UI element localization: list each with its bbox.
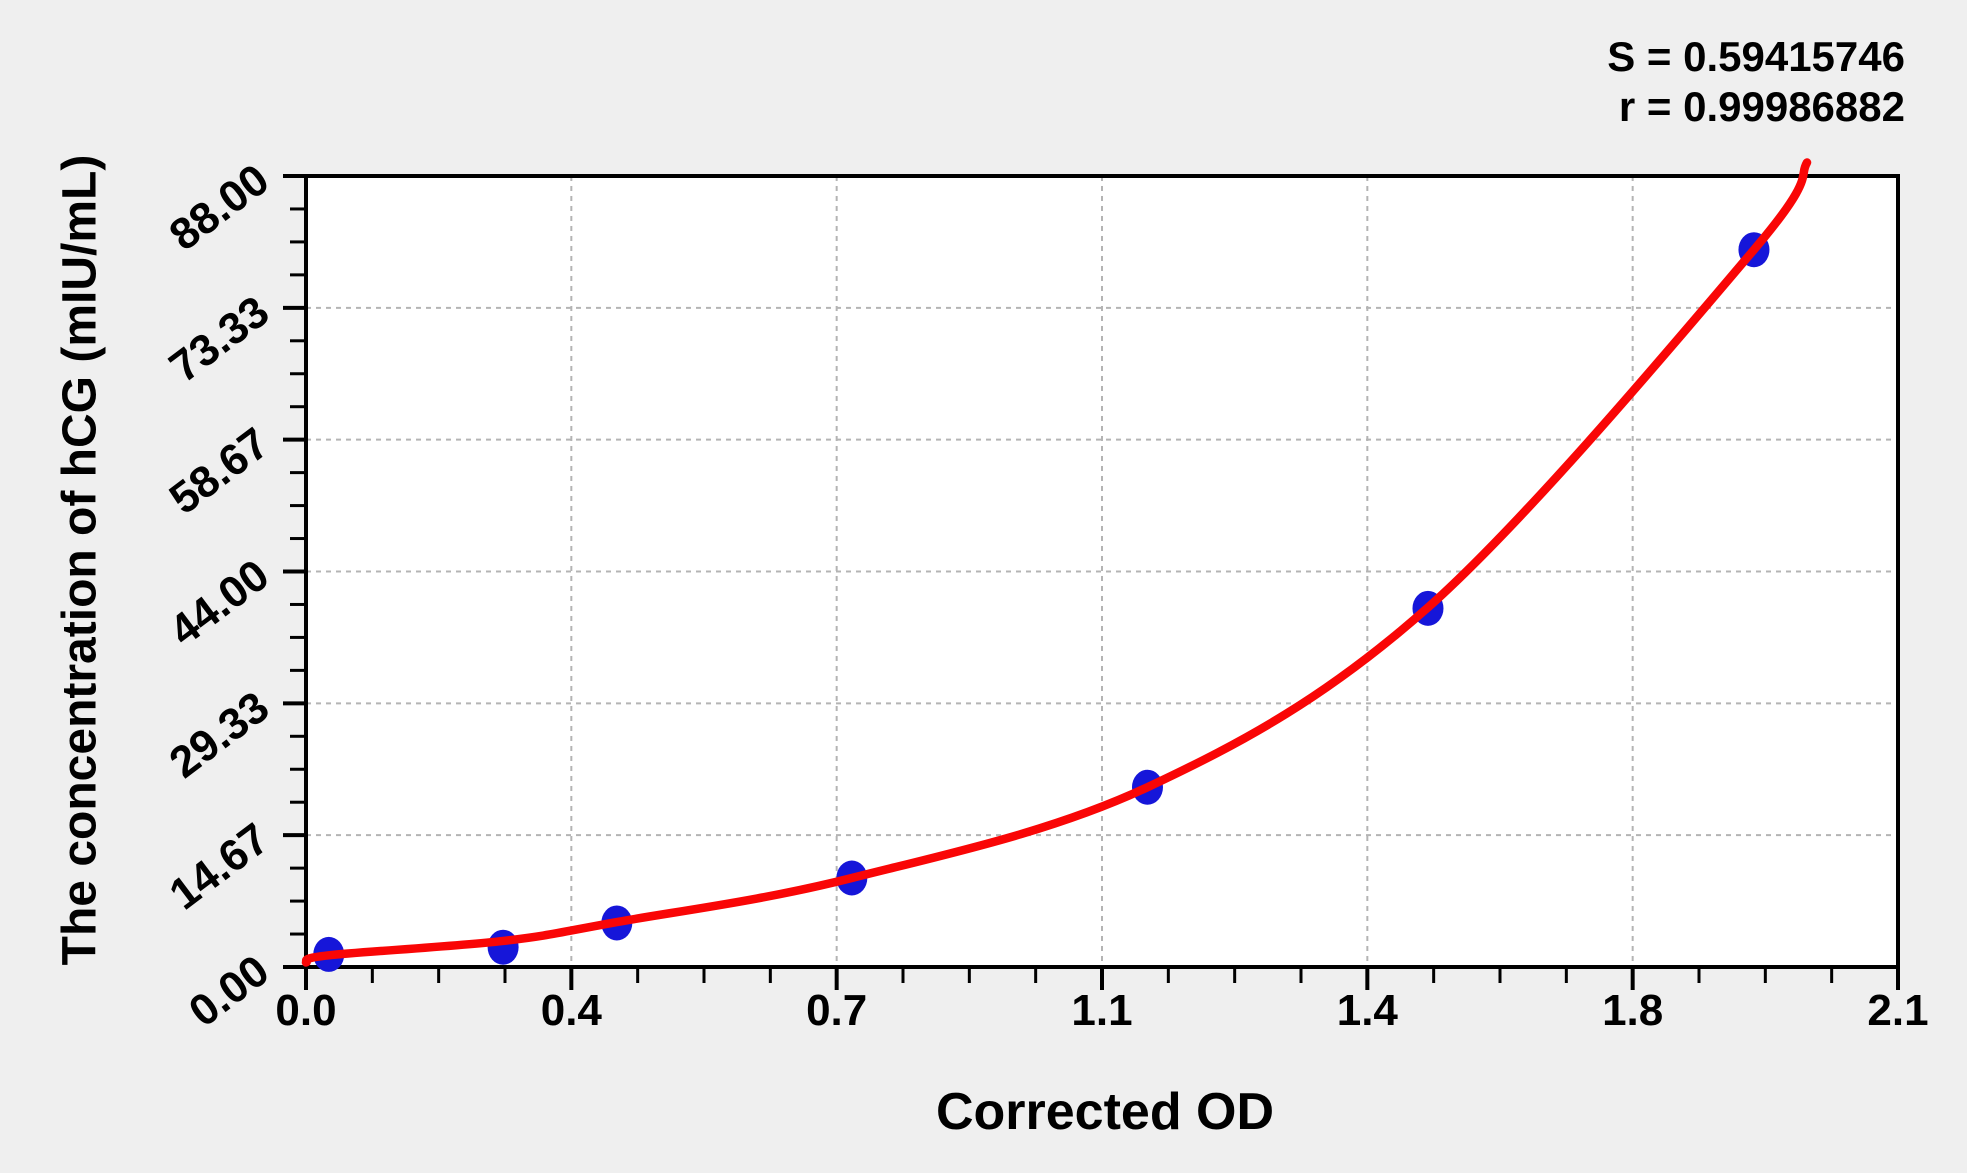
y-tick-label: 14.67 [161, 814, 278, 919]
plot-frame [304, 174, 1900, 969]
y-tick-label: 44.00 [161, 550, 278, 655]
x-tick-label: 1.8 [1602, 986, 1663, 1035]
y-tick-label: 29.33 [161, 682, 278, 787]
x-axis-title: Corrected OD [935, 1083, 1275, 1141]
x-tick-label: 0.4 [541, 986, 603, 1035]
data-point [487, 929, 519, 965]
y-tick-label: 88.00 [161, 155, 278, 260]
x-tick-label: 0.7 [806, 986, 867, 1035]
x-tick-label: 1.1 [1071, 986, 1132, 1035]
x-tick-label: 2.1 [1867, 986, 1928, 1035]
fit-curve [301, 158, 1812, 967]
x-tick-label: 0.0 [275, 986, 336, 1035]
y-tick-label: 58.67 [161, 418, 278, 523]
s-value-annotation: S = 0.59415746 [1607, 33, 1905, 80]
r-value-annotation: r = 0.99986882 [1618, 83, 1905, 130]
y-tick-label: 73.33 [161, 287, 278, 392]
x-tick-label: 1.4 [1337, 986, 1399, 1035]
fit-statistics: S = 0.59415746 r = 0.99986882 [1607, 32, 1905, 132]
y-tick-label: 0.00 [180, 946, 278, 1037]
